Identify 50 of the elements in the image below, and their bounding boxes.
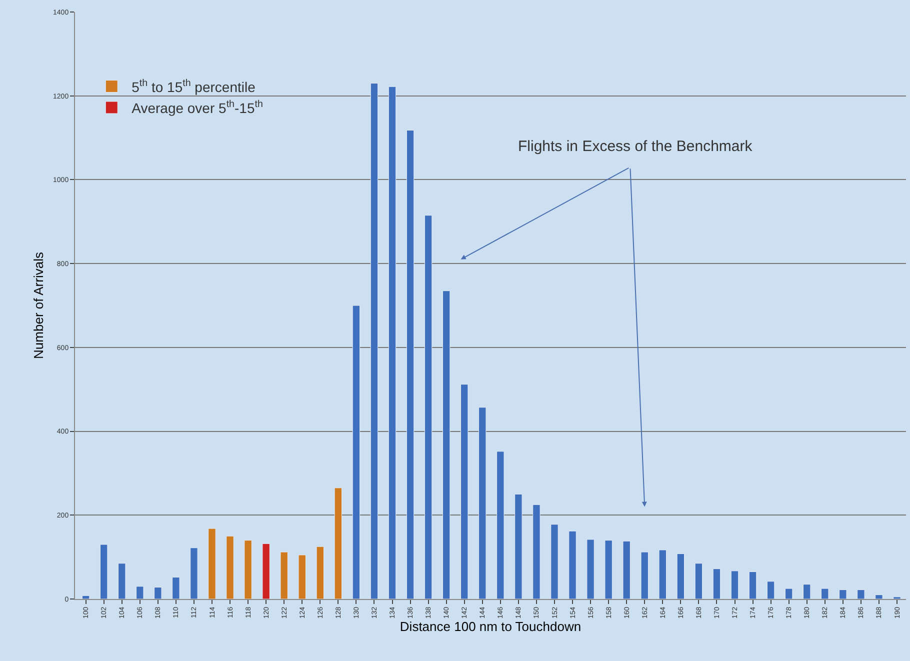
x-axis-title: Distance 100 nm to Touchdown [400, 619, 582, 634]
bar [154, 587, 162, 599]
bar [136, 586, 144, 599]
bar [388, 86, 396, 599]
bar [262, 543, 270, 599]
bar [658, 550, 666, 599]
bar [730, 570, 739, 599]
bar [803, 584, 811, 599]
bar [478, 407, 486, 599]
bar [694, 563, 703, 599]
legend-label: Average over 5$^{th}$-15$^{th}$ [132, 99, 263, 116]
y-axis-title: Number of Arrivals [30, 252, 46, 359]
bar [316, 546, 324, 599]
bar [118, 563, 126, 599]
bar [514, 494, 522, 599]
bar [622, 540, 630, 599]
bar [352, 305, 360, 599]
bar [208, 528, 216, 599]
bar [550, 524, 558, 599]
bar [568, 530, 576, 599]
legend-label: 5$^{th}$ to 15$^{th}$ percentile [132, 78, 256, 95]
bar [442, 290, 450, 599]
bar [334, 488, 342, 599]
bar [370, 83, 378, 599]
bar [839, 590, 847, 599]
bar [100, 544, 108, 599]
bar [280, 552, 288, 599]
bar [857, 590, 865, 599]
bar [82, 595, 90, 599]
bar [875, 594, 883, 599]
bar [226, 536, 234, 599]
bar [298, 554, 306, 599]
bar [190, 548, 198, 599]
bar [784, 588, 793, 599]
bar [244, 540, 252, 599]
bar [748, 572, 757, 599]
bar [532, 504, 540, 599]
bar [496, 451, 504, 599]
bar [406, 130, 414, 599]
bar [640, 552, 648, 599]
bar [766, 581, 775, 599]
bar [821, 588, 829, 599]
bar [460, 384, 468, 599]
bar [424, 215, 432, 599]
bar [172, 576, 180, 599]
bar [676, 553, 685, 599]
bar [604, 540, 612, 599]
bar [712, 568, 721, 599]
annotation: Flights in Excess of the Benchmark [518, 138, 753, 155]
bar [586, 539, 594, 599]
